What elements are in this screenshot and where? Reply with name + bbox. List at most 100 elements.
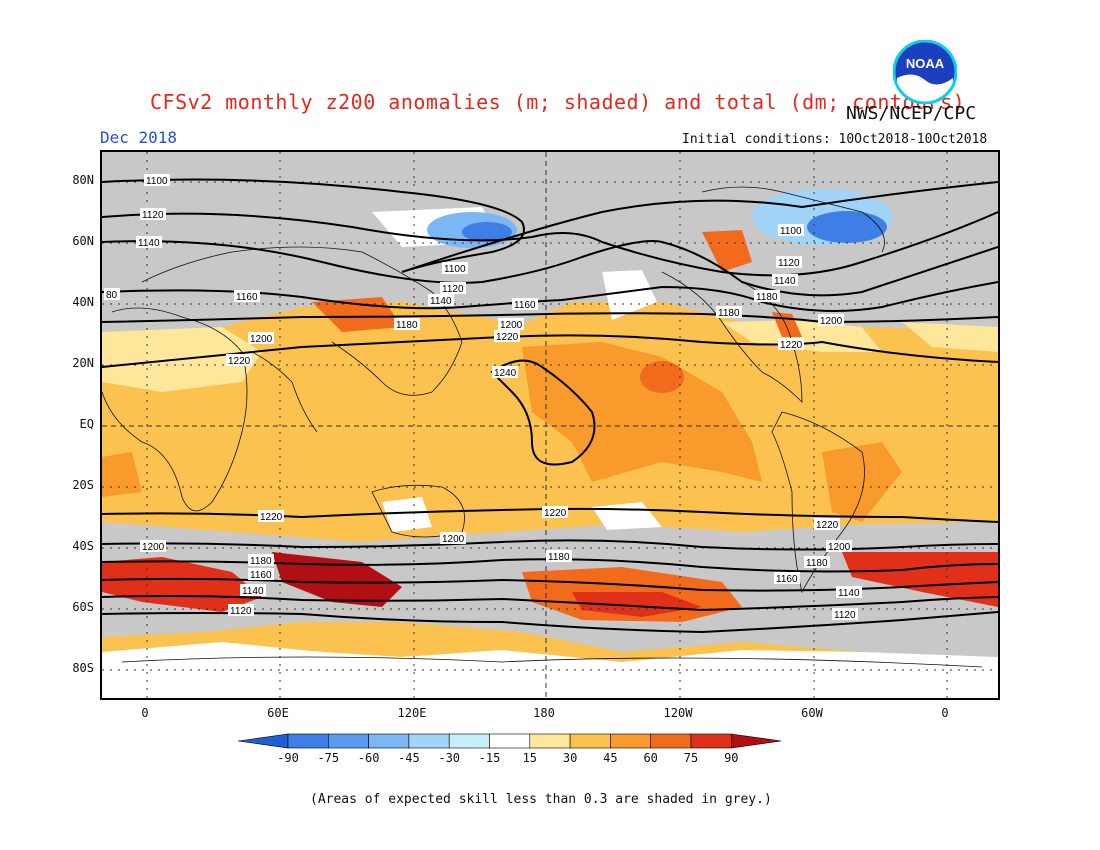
- colorbar-tick-label: 30: [562, 751, 578, 765]
- contour-1200-south: [101, 539, 999, 551]
- contour-label: 1180: [806, 558, 828, 569]
- contour-label: 1120: [834, 610, 856, 621]
- lat-label: 40N: [72, 295, 94, 309]
- contour-1160: [101, 281, 999, 312]
- contour-1140-south: [101, 595, 999, 612]
- colorbar-bin: [489, 733, 531, 749]
- colorbar-bin: [610, 733, 651, 749]
- australia-white: [382, 497, 432, 532]
- lon-label: 180: [533, 706, 555, 720]
- alaska-red: [702, 230, 752, 272]
- colorbar-tick-label: 15: [522, 751, 538, 765]
- light-yellow-patch-atl: [902, 322, 998, 352]
- contour-label: 1140: [430, 296, 452, 307]
- contour-label: 1220: [816, 520, 839, 531]
- colorbar-bin: [328, 733, 369, 749]
- contour-1140: [101, 240, 999, 297]
- lon-label: 0: [141, 706, 149, 720]
- west-africa-orange: [102, 452, 142, 497]
- indian-ocean-darkred: [272, 552, 402, 607]
- agency-label: NWS/NCEP/CPC: [846, 103, 977, 124]
- australia-coast: [371, 484, 465, 538]
- colorbar-tick-label: 75: [683, 751, 699, 765]
- greenland-coast: [701, 186, 885, 253]
- contour-label: 1120: [142, 210, 164, 221]
- colorbar-bin: [569, 733, 611, 749]
- lat-label: 60S: [72, 600, 94, 614]
- eurasia-coast: [141, 246, 433, 293]
- contour-label: 1180: [718, 308, 740, 319]
- contour-1240: [490, 359, 596, 466]
- colorbar-bin: [529, 733, 571, 749]
- arabia-india-coast: [251, 351, 318, 433]
- lon-label: 60E: [267, 706, 289, 720]
- equator-dateline: [102, 152, 998, 698]
- contour-label: 1100: [780, 226, 802, 237]
- south-atlantic-red: [102, 557, 262, 612]
- colorbar-tick-label: -60: [357, 751, 380, 765]
- south-atlantic-orange: [822, 442, 902, 522]
- contour-label: 1200: [250, 334, 273, 345]
- noaa-logo-text: NOAA: [906, 56, 945, 71]
- lat-label: EQ: [79, 417, 94, 431]
- lat-label: 20S: [72, 478, 94, 492]
- contour-label: 1100: [444, 264, 466, 275]
- north-skill-grey: [102, 152, 998, 332]
- contour-label: 1220: [260, 512, 283, 523]
- contour-label: 1220: [780, 340, 803, 351]
- colorbar-tick-label: -15: [478, 751, 501, 765]
- contour-label: 1220: [228, 356, 251, 367]
- pacific-orange-anomaly: [522, 342, 762, 482]
- colorbar-tick-label: -45: [398, 751, 420, 765]
- contour-label: 1180: [548, 552, 570, 563]
- contour-label: 1200: [442, 534, 465, 545]
- pacific-red-core: [640, 361, 684, 393]
- colorbar-tick-label: -30: [438, 751, 461, 765]
- contour-label: 1140: [242, 586, 264, 597]
- noaa-logo: NOAA: [893, 40, 957, 104]
- lat-label: 40S: [72, 539, 94, 553]
- colorbar-tick-label: 60: [643, 751, 658, 765]
- colorbar-bin: [448, 733, 490, 749]
- lat-label: 60N: [72, 234, 94, 248]
- contour-label: 1200: [500, 320, 523, 331]
- initial-conditions: Initial conditions: 10Oct2018-10Oct2018: [682, 132, 988, 147]
- contour-1120: [101, 211, 999, 277]
- light-yellow-patch-us: [722, 320, 882, 352]
- contour-1160-south: [101, 577, 999, 592]
- arctic-canada-blue-core: [807, 211, 887, 243]
- contour-1220-north: [101, 334, 999, 368]
- africa-coast: [101, 307, 248, 512]
- colorbar-tick-label: -90: [277, 751, 299, 765]
- colorbar-tick-label: 45: [603, 751, 618, 765]
- skill-footnote: (Areas of expected skill less than 0.3 a…: [310, 792, 772, 807]
- contour-label: 1120: [442, 284, 464, 295]
- contour-label: 1220: [544, 508, 567, 519]
- anomaly-map: 1100 1120 1140 80 1160 1200 1220 1180 11…: [100, 150, 1000, 700]
- contour-label: 1220: [496, 332, 519, 343]
- contour-label: 1100: [146, 176, 168, 187]
- colorbar-tick-label: 90: [724, 751, 739, 765]
- contour-1100: [101, 178, 999, 273]
- contour-label: 1160: [776, 574, 798, 585]
- lon-label: 60W: [801, 706, 823, 720]
- lat-label: 20N: [72, 356, 94, 370]
- contour-label: 1180: [756, 292, 778, 303]
- contour-1120-south: [101, 611, 999, 634]
- graticule: [102, 152, 998, 698]
- contour-label: 80: [106, 290, 118, 301]
- lon-label: 120E: [397, 706, 427, 720]
- antarctica-coast: [121, 656, 983, 668]
- contour-label: 1160: [250, 570, 272, 581]
- contour-label: 1200: [828, 542, 851, 553]
- map-canvas: 1100 1120 1140 80 1160 1200 1220 1180 11…: [101, 152, 999, 698]
- contour-label: 1180: [396, 320, 418, 331]
- north-pacific-blue-core: [462, 222, 512, 242]
- colorbar-bin: [690, 733, 732, 749]
- contour-label: 1140: [138, 238, 160, 249]
- contour-label: 1140: [838, 588, 860, 599]
- colorbar-bin: [650, 733, 692, 749]
- contour-label: 1140: [774, 276, 796, 287]
- contour-label: 1120: [230, 606, 252, 617]
- lat-label: 80S: [72, 661, 94, 675]
